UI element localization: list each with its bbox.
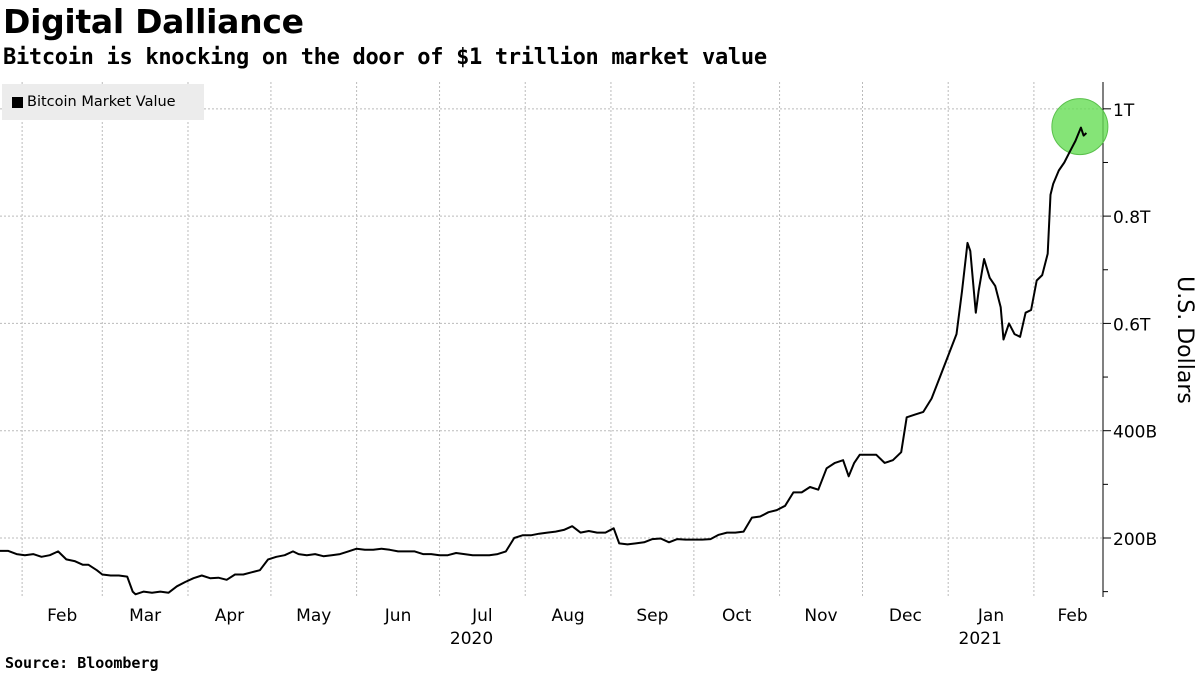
y-axis-label: U.S. Dollars — [1172, 276, 1197, 404]
y-tick-label: 0.6T — [1113, 315, 1151, 335]
chart-title: Digital Dalliance — [3, 2, 304, 41]
x-tick-label: May — [296, 606, 331, 626]
x-tick-label: Oct — [722, 606, 752, 626]
x-tick-label: Apr — [215, 606, 244, 626]
x-tick-label: Jul — [471, 606, 493, 626]
x-tick-label: Aug — [551, 606, 584, 626]
legend-swatch — [12, 96, 23, 108]
x-tick-label: Mar — [129, 606, 161, 626]
x-year-label: 2021 — [959, 629, 1002, 649]
grid-lines — [0, 82, 1103, 597]
y-tick-label: 1T — [1113, 101, 1135, 121]
legend-label: Bitcoin Market Value — [27, 94, 176, 110]
x-tick-label: Jan — [977, 606, 1004, 626]
x-year-label: 2020 — [450, 629, 493, 649]
legend: Bitcoin Market Value — [2, 84, 204, 120]
chart-subtitle: Bitcoin is knocking on the door of $1 tr… — [3, 45, 767, 70]
x-tick-label: Nov — [804, 606, 837, 626]
x-tick-label: Jun — [384, 606, 412, 626]
x-tick-label: Feb — [47, 606, 77, 626]
series-line — [0, 126, 1088, 596]
y-tick-label: 200B — [1113, 530, 1157, 550]
y-axis: 200B 400B 0.6T 0.8T 1T — [1102, 82, 1157, 597]
x-tick-label: Feb — [1058, 606, 1088, 626]
y-tick-label: 400B — [1113, 423, 1157, 443]
x-axis: Feb Mar Apr May Jun Jul Aug Sep Oct Nov Dec Jan Feb 2… — [47, 606, 1088, 649]
y-tick-label: 0.8T — [1113, 208, 1151, 228]
x-tick-label: Sep — [636, 606, 668, 626]
highlight-circle — [1051, 98, 1109, 156]
plot-area — [0, 98, 1109, 596]
source-note: Source: Bloomberg — [5, 654, 159, 672]
x-tick-label: Dec — [889, 606, 922, 626]
